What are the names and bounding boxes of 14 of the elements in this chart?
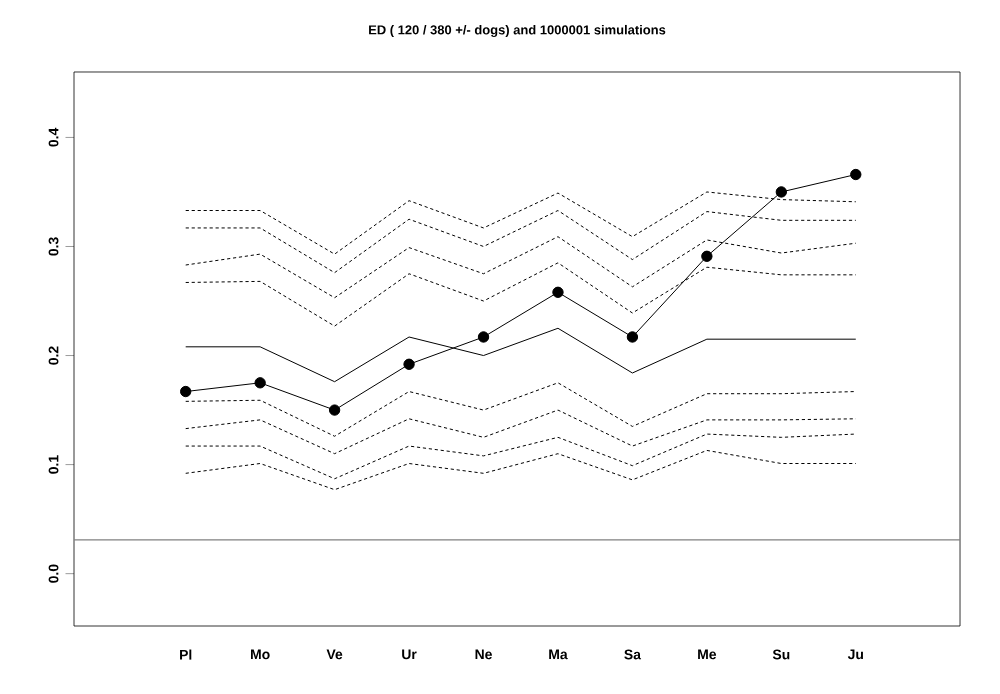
- point: [701, 250, 713, 262]
- point: [850, 168, 862, 181]
- point: [403, 358, 415, 370]
- line-series: [185, 449, 857, 491]
- line-series: [185, 409, 857, 455]
- point: [477, 331, 490, 343]
- point: [552, 286, 564, 298]
- point: [328, 404, 341, 416]
- point: [180, 385, 192, 398]
- point: [626, 331, 639, 343]
- line-series: [185, 433, 857, 480]
- point: [254, 377, 266, 389]
- point: [775, 186, 788, 198]
- line-series: [185, 382, 857, 437]
